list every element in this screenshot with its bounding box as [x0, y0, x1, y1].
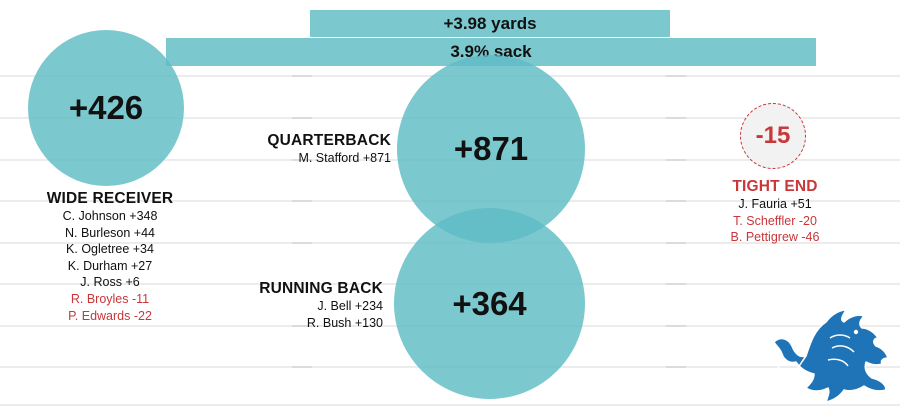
running-back-total: +364 — [452, 284, 527, 322]
player-stat: K. Durham +27 — [67, 258, 153, 273]
detroit-lions-logo-icon — [773, 309, 889, 403]
running-back-group: RUNNING BACK J. Bell +234 R. Bush +130 — [240, 279, 383, 331]
player-stat: J. Fauria +51 — [738, 197, 812, 211]
tight-end-title: TIGHT END — [732, 178, 818, 195]
wide-receiver-group: WIDE RECEIVER C. Johnson +348 N. Burleson… — [20, 189, 200, 324]
player-stat: R. Bush +130 — [306, 315, 383, 330]
player-stat: J. Ross +6 — [80, 275, 140, 290]
tight-end-total: -15 — [755, 122, 791, 149]
quarterback-player-list: M. Stafford +871 — [240, 150, 391, 167]
tight-end-group: TIGHT END J. Fauria +51 T. Scheffler -20 B… — [705, 177, 845, 246]
quarterback-total: +871 — [453, 130, 529, 167]
quarterback-title: QUARTERBACK — [267, 132, 391, 149]
player-stat: T. Scheffler -20 — [733, 213, 817, 228]
tight-end-player-list: J. Fauria +51 T. Scheffler -20 B. Pettigre… — [705, 196, 845, 246]
player-stat: C. Johnson +348 — [62, 209, 158, 223]
player-stat: N. Burleson +44 — [65, 225, 155, 240]
yards-per-play-label: +3.98 yards — [443, 13, 537, 33]
player-stat: R. Broyles -11 — [70, 291, 150, 306]
player-stat: M. Stafford +871 — [298, 151, 391, 165]
wide-receiver-circle: +426 — [28, 30, 184, 186]
quarterback-group: QUARTERBACK M. Stafford +871 — [240, 131, 391, 167]
player-stat: B. Pettigrew -46 — [730, 230, 820, 245]
running-back-title: RUNNING BACK — [259, 280, 383, 297]
yards-per-play-bar: +3.98 yards — [310, 10, 670, 37]
player-stat: J. Bell +234 — [317, 299, 383, 313]
player-stat: P. Edwards -22 — [68, 308, 152, 323]
running-back-player-list: J. Bell +234 R. Bush +130 — [240, 298, 383, 331]
wide-receiver-player-list: C. Johnson +348 N. Burleson +44 K. Ogletre… — [20, 208, 200, 324]
wide-receiver-total: +426 — [68, 89, 144, 126]
running-back-circle: +364 — [394, 208, 585, 399]
wide-receiver-title: WIDE RECEIVER — [46, 190, 174, 207]
player-stat: K. Ogletree +34 — [66, 242, 154, 257]
tight-end-circle: -15 — [740, 103, 806, 169]
